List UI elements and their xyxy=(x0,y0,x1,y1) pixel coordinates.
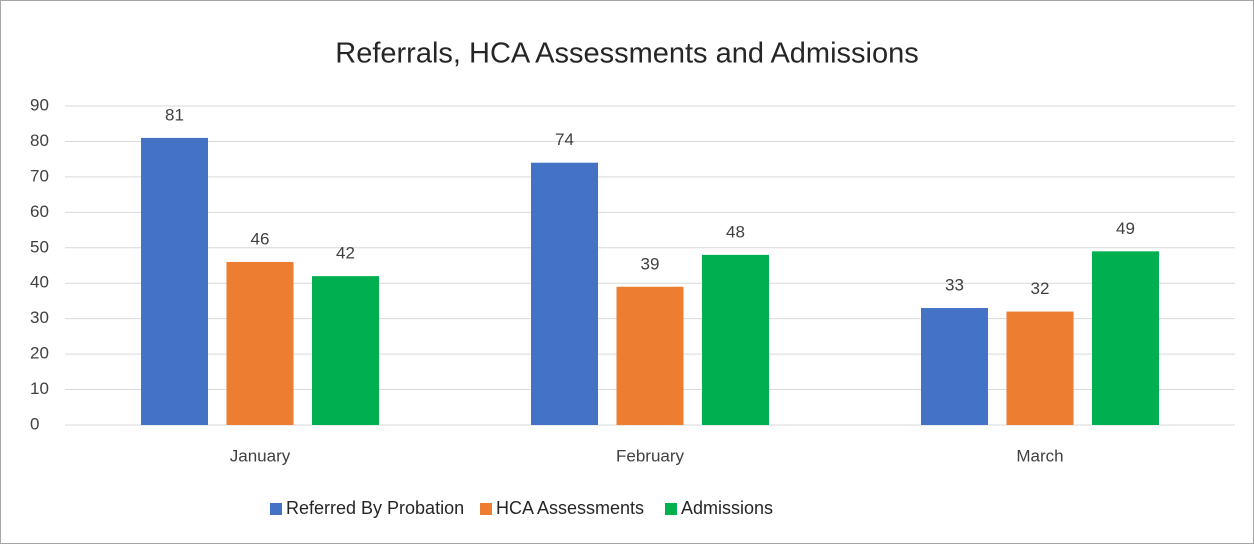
legend-label: Admissions xyxy=(681,498,773,518)
bar xyxy=(1092,251,1159,425)
y-tick-label: 90 xyxy=(30,95,49,114)
x-tick-label: March xyxy=(1016,446,1063,465)
y-tick-label: 0 xyxy=(30,414,39,433)
bar xyxy=(531,162,598,425)
legend-swatch xyxy=(665,503,677,515)
value-label: 33 xyxy=(945,276,964,295)
value-label: 81 xyxy=(165,105,184,124)
value-label: 49 xyxy=(1116,219,1135,238)
y-tick-label: 80 xyxy=(30,131,49,150)
legend-label: HCA Assessments xyxy=(496,498,644,518)
bar xyxy=(141,137,208,425)
y-tick-label: 20 xyxy=(30,344,49,363)
y-tick-label: 60 xyxy=(30,202,49,221)
legend-swatch xyxy=(480,503,492,515)
bar xyxy=(616,286,684,425)
bar xyxy=(312,276,379,425)
y-tick-label: 50 xyxy=(30,237,49,256)
bar xyxy=(702,254,769,425)
x-tick-label: February xyxy=(616,446,685,465)
y-tick-label: 70 xyxy=(30,166,49,185)
value-label: 74 xyxy=(555,130,574,149)
value-label: 39 xyxy=(641,254,660,273)
y-tick-label: 30 xyxy=(30,308,49,327)
legend-label: Referred By Probation xyxy=(286,498,464,518)
bar xyxy=(226,261,294,425)
value-label: 48 xyxy=(726,222,745,241)
y-tick-label: 40 xyxy=(30,273,49,292)
bar xyxy=(1006,311,1074,425)
y-tick-label: 10 xyxy=(30,379,49,398)
legend-swatch xyxy=(270,503,282,515)
value-label: 32 xyxy=(1031,279,1050,298)
value-label: 42 xyxy=(336,244,355,263)
value-label: 46 xyxy=(251,229,270,248)
bar xyxy=(921,308,988,425)
x-tick-label: January xyxy=(230,446,291,465)
chart-title: Referrals, HCA Assessments and Admission… xyxy=(335,38,918,70)
